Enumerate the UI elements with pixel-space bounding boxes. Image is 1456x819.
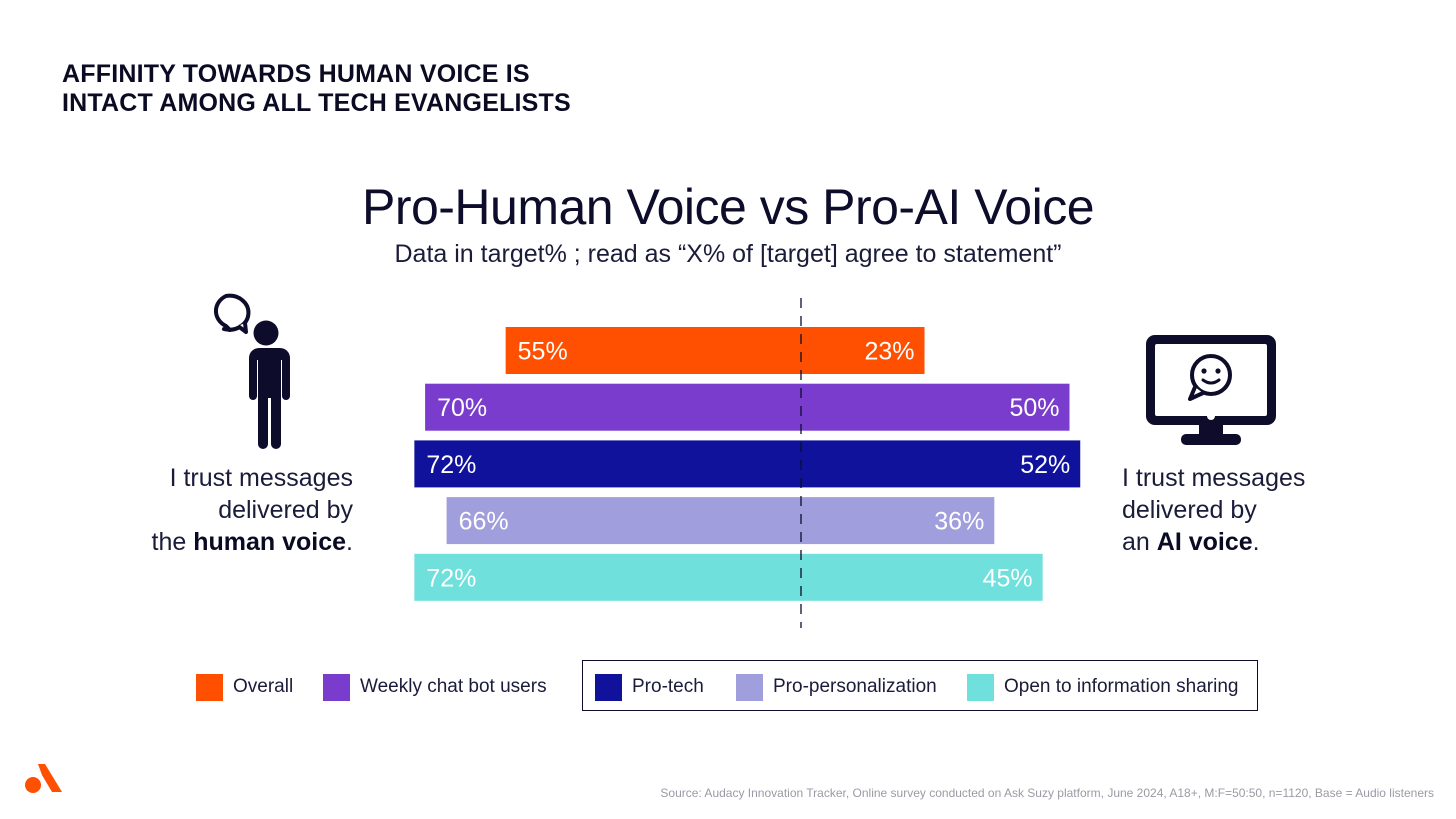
person-speech-bubble-icon bbox=[213, 293, 290, 449]
left-statement-emphasis: human voice bbox=[193, 528, 347, 556]
legend-group-box bbox=[582, 660, 1258, 711]
bar-ai-overall bbox=[801, 327, 925, 374]
left-statement: I trust messages delivered by the human … bbox=[152, 462, 353, 558]
audacy-logo bbox=[25, 764, 62, 793]
left-statement-suffix: . bbox=[346, 528, 353, 556]
legend-swatch-pro-tech bbox=[595, 673, 622, 701]
right-statement-line-2: delivered by bbox=[1122, 496, 1257, 524]
legend-label-pro-tech: Pro-tech bbox=[632, 676, 704, 697]
headline: AFFINITY TOWARDS HUMAN VOICE IS INTACT A… bbox=[62, 60, 571, 118]
legend-item-weekly-chat-bot-users: Weekly chat bot users bbox=[323, 673, 547, 701]
right-statement-emphasis: AI voice bbox=[1156, 528, 1253, 556]
bar-ai-pro-tech bbox=[801, 440, 1081, 488]
legend-swatch-open-to-information-sharing bbox=[967, 673, 994, 701]
source-note: Source: Audacy Innovation Tracker, Onlin… bbox=[660, 786, 1434, 800]
left-statement-line-3: the human voice. bbox=[152, 526, 353, 558]
label-ai-pro-personalization: 36% bbox=[934, 508, 984, 536]
legend-swatch-pro-personalization bbox=[736, 673, 763, 701]
right-statement-line-1: I trust messages bbox=[1122, 464, 1306, 492]
right-statement-prefix: an bbox=[1122, 528, 1157, 556]
left-statement-line-2: delivered by bbox=[218, 496, 353, 524]
label-ai-weekly-chat-bot-users: 50% bbox=[1009, 394, 1059, 422]
bar-human-pro-tech bbox=[414, 440, 801, 488]
chart-subtitle: Data in target% ; read as “X% of [target… bbox=[394, 240, 1062, 268]
legend-label-overall: Overall bbox=[233, 676, 294, 697]
legend-label-weekly-chat-bot-users: Weekly chat bot users bbox=[360, 676, 547, 697]
bar-human-overall bbox=[505, 327, 801, 374]
left-statement-prefix: the bbox=[151, 528, 194, 556]
bar-human-weekly-chat-bot-users bbox=[425, 383, 801, 431]
bar-ai-open-to-information-sharing bbox=[801, 553, 1043, 601]
legend-label-pro-personalization: Pro-personalization bbox=[773, 676, 937, 697]
right-statement-line-3: an AI voice. bbox=[1122, 526, 1305, 558]
right-statement: I trust messages delivered by an AI voic… bbox=[1122, 462, 1305, 558]
legend-item-pro-personalization: Pro-personalization bbox=[736, 673, 937, 701]
label-ai-overall: 23% bbox=[864, 338, 914, 366]
bar-ai-weekly-chat-bot-users bbox=[801, 383, 1070, 431]
right-statement-suffix: . bbox=[1252, 528, 1260, 556]
left-statement-line-1: I trust messages bbox=[169, 464, 353, 492]
legend-item-overall: Overall bbox=[196, 673, 293, 701]
bar-human-open-to-information-sharing bbox=[414, 553, 801, 601]
bar-ai-pro-personalization bbox=[801, 497, 995, 545]
bar-human-pro-personalization bbox=[446, 497, 801, 545]
label-ai-pro-tech: 52% bbox=[1020, 451, 1070, 479]
label-human-weekly-chat-bot-users: 70% bbox=[437, 394, 487, 422]
label-human-pro-tech: 72% bbox=[426, 451, 476, 479]
legend-item-open-to-information-sharing: Open to information sharing bbox=[967, 673, 1238, 701]
headline-line-1: AFFINITY TOWARDS HUMAN VOICE IS bbox=[62, 60, 530, 88]
label-human-pro-personalization: 66% bbox=[459, 508, 509, 536]
monitor-chat-icon bbox=[1146, 335, 1276, 445]
label-human-overall: 55% bbox=[518, 338, 568, 366]
chart-title: Pro-Human Voice vs Pro-AI Voice bbox=[361, 179, 1095, 235]
legend-item-pro-tech: Pro-tech bbox=[595, 673, 704, 701]
label-human-open-to-information-sharing: 72% bbox=[426, 564, 476, 592]
legend-swatch-overall bbox=[196, 673, 223, 701]
legend-swatch-weekly-chat-bot-users bbox=[323, 673, 350, 701]
headline-line-2: INTACT AMONG ALL TECH EVANGELISTS bbox=[62, 89, 571, 117]
label-ai-open-to-information-sharing: 45% bbox=[983, 564, 1033, 592]
legend-label-open-to-information-sharing: Open to information sharing bbox=[1004, 676, 1239, 697]
